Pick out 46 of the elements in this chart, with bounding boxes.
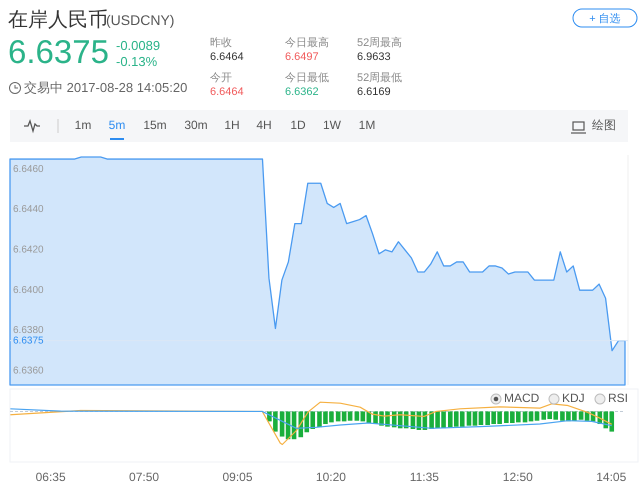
ref-line-label: 6.6375 bbox=[13, 335, 44, 346]
y-tick-label: 6.6460 bbox=[13, 164, 44, 175]
text: 交易中 2017-08-28 14:05:20 bbox=[24, 80, 188, 95]
y-tick-label: 6.6440 bbox=[13, 204, 44, 216]
annotation: RSI bbox=[608, 391, 628, 406]
x-tick-label: 07:50 bbox=[129, 470, 160, 484]
text: 6.6375 bbox=[8, 33, 109, 70]
y-tick-label: 6.6420 bbox=[13, 244, 44, 256]
x-tick-label: 11:35 bbox=[410, 470, 440, 484]
x-tick-label: 12:50 bbox=[502, 470, 534, 484]
text: 1m bbox=[74, 118, 92, 132]
text: 绘图 bbox=[592, 118, 616, 132]
x-tick-label: 06:35 bbox=[36, 470, 66, 484]
text: 1H bbox=[224, 118, 240, 132]
text: 6.6497 bbox=[285, 51, 319, 63]
text: 6.9633 bbox=[357, 51, 391, 63]
chart-subtitle: (USDCNY) bbox=[106, 12, 174, 28]
text: 6.6362 bbox=[285, 86, 319, 98]
text: 1D bbox=[290, 118, 306, 132]
x-tick-label: 14:05 bbox=[596, 470, 627, 484]
text: 52周最低 bbox=[357, 72, 402, 84]
chart-title: 在岸人民币 bbox=[8, 9, 108, 31]
y-tick-label: 6.6400 bbox=[13, 284, 44, 296]
text: 6.6464 bbox=[210, 86, 244, 98]
text: 今开 bbox=[210, 72, 232, 84]
text: 5m bbox=[108, 118, 126, 132]
text: 1W bbox=[323, 118, 342, 132]
text: 1M bbox=[358, 118, 376, 132]
annotation: MACD bbox=[504, 391, 540, 406]
text: 4H bbox=[256, 118, 272, 132]
text: -0.13% bbox=[116, 54, 158, 69]
annotation: KDJ bbox=[562, 391, 585, 406]
text: 52周最高 bbox=[357, 36, 402, 49]
y-tick-label: 6.6360 bbox=[13, 366, 44, 377]
text: 15m bbox=[143, 118, 167, 132]
text: 今日最低 bbox=[285, 72, 329, 84]
text: 今日最高 bbox=[285, 36, 329, 49]
text: 6.6464 bbox=[210, 51, 244, 63]
text: -0.0089 bbox=[116, 38, 160, 53]
x-tick-label: 09:05 bbox=[222, 470, 253, 484]
text: + 自选 bbox=[589, 12, 621, 25]
text: 6.6169 bbox=[357, 86, 391, 98]
text: 昨收 bbox=[210, 37, 232, 49]
x-tick-label: 10:20 bbox=[316, 470, 346, 484]
y-tick-label: 6.6380 bbox=[13, 325, 44, 336]
text: 30m bbox=[184, 118, 208, 132]
